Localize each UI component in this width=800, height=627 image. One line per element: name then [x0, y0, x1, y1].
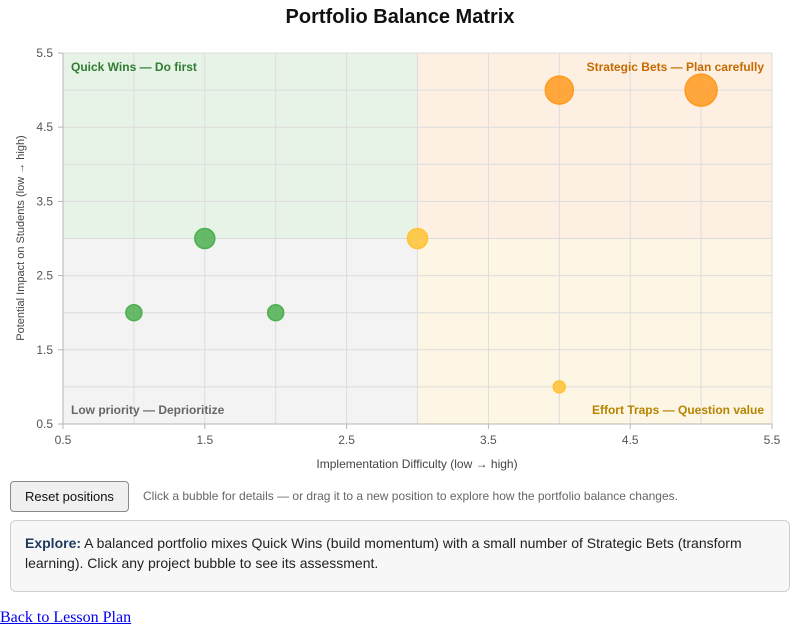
- quadrant-layer: [63, 53, 772, 424]
- x-axis-label: Implementation Difficulty (low → high): [316, 457, 517, 471]
- quadrant-label-low-priority: Low priority — Deprioritize: [71, 403, 225, 417]
- x-tick-label: 0.5: [55, 433, 72, 447]
- matrix-chart: 0.5 1.5 2.5 3.5 4.5 5.5 0.5 1.5 2.5 3.5 4.5 5.5 Qui…: [15, 46, 781, 471]
- quadrant-strategic-bets: [417, 53, 772, 239]
- grid-layer: [62, 52, 773, 425]
- quadrant-label-effort-traps: Effort Traps — Question value: [592, 403, 764, 417]
- explore-heading: Explore:: [25, 535, 82, 551]
- y-tick-label: 1.5: [36, 343, 53, 357]
- reset-positions-button[interactable]: Reset positions: [10, 481, 129, 512]
- explore-text: A balanced portfolio mixes Quick Wins (b…: [25, 535, 742, 571]
- project-bubble[interactable]: [194, 227, 216, 250]
- back-to-lesson-plan-link[interactable]: Back to Lesson Plan: [0, 609, 132, 626]
- project-bubble[interactable]: [544, 75, 575, 105]
- x-tick-label: 4.5: [622, 433, 639, 447]
- explore-panel: Explore: A balanced portfolio mixes Quic…: [10, 520, 790, 592]
- quadrant-effort-traps: [417, 238, 772, 424]
- project-bubble[interactable]: [125, 303, 143, 322]
- x-tick-label: 5.5: [764, 433, 781, 447]
- y-tick-label: 5.5: [36, 46, 53, 60]
- project-bubble[interactable]: [552, 380, 567, 394]
- quadrant-quick-wins: [63, 53, 418, 239]
- tick-layer: 0.5 1.5 2.5 3.5 4.5 5.5 0.5 1.5 2.5 3.5 4.5 5.5: [36, 46, 780, 447]
- project-bubble[interactable]: [266, 303, 285, 322]
- bubble-layer[interactable]: [125, 73, 718, 394]
- x-tick-label: 3.5: [480, 433, 497, 447]
- project-bubble[interactable]: [406, 227, 429, 250]
- y-tick-label: 3.5: [36, 194, 53, 208]
- x-tick-label: 1.5: [196, 433, 213, 447]
- quadrant-label-quick-wins: Quick Wins — Do first: [71, 60, 197, 74]
- y-tick-label: 4.5: [36, 120, 53, 134]
- y-tick-label: 0.5: [36, 417, 53, 431]
- quadrant-label-strategic-bets: Strategic Bets — Plan carefully: [587, 60, 765, 74]
- chart-title: Portfolio Balance Matrix: [285, 6, 515, 28]
- quadrant-low-priority: [63, 238, 418, 424]
- y-axis-label: Potential Impact on Students (low → high…: [15, 135, 27, 340]
- hint-text: Click a bubble for details — or drag it …: [143, 489, 678, 503]
- y-tick-label: 2.5: [36, 269, 53, 283]
- x-tick-label: 2.5: [338, 433, 355, 447]
- project-bubble[interactable]: [684, 73, 718, 107]
- quadrant-label-layer: Quick Wins — Do first Strategic Bets — Pl…: [71, 60, 764, 417]
